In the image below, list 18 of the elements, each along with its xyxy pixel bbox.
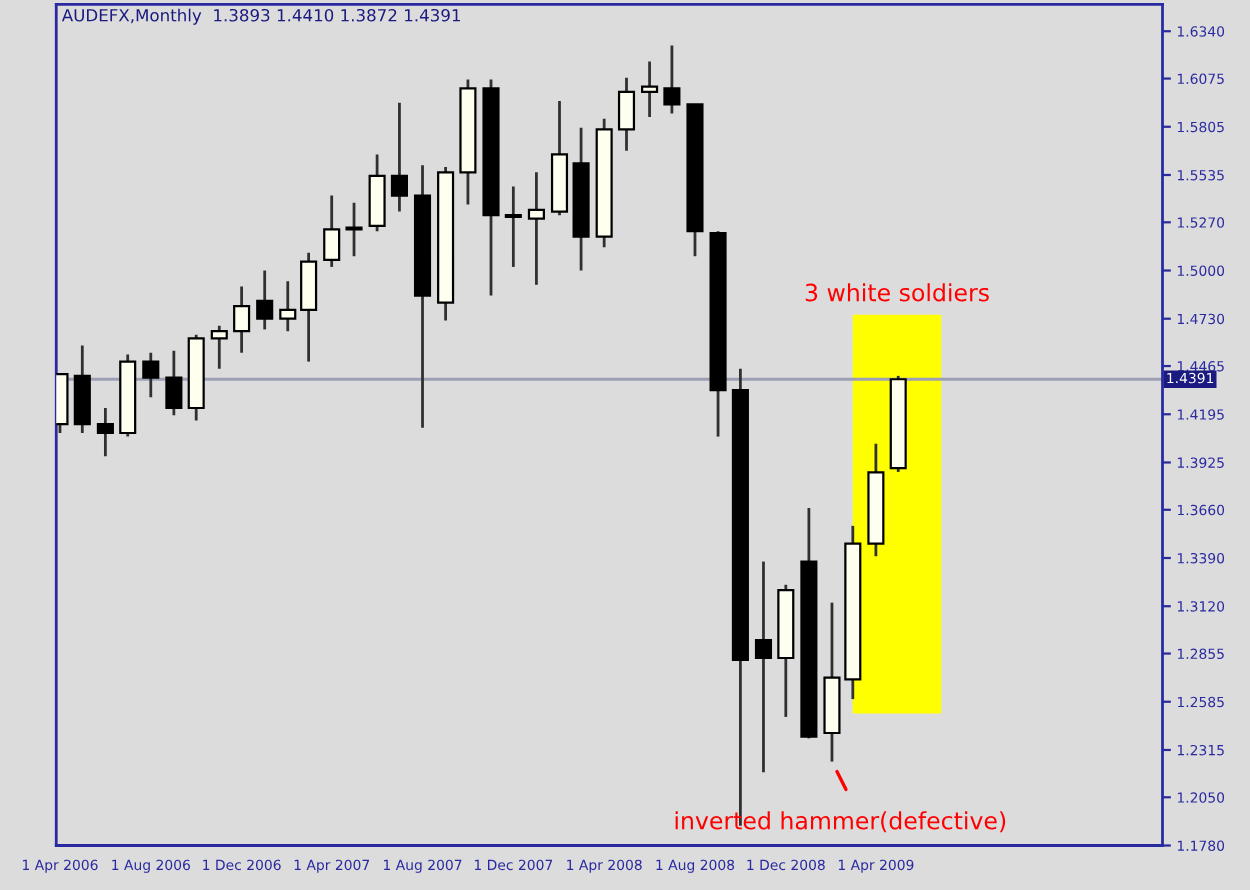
candlestick <box>210 324 228 371</box>
candlestick <box>504 185 522 269</box>
candlestick <box>663 44 681 115</box>
candlestick <box>527 170 545 287</box>
candlestick <box>617 76 636 153</box>
candlestick <box>256 269 274 331</box>
candlestick <box>96 406 114 458</box>
candlestick <box>345 201 363 258</box>
candlestick <box>279 279 297 333</box>
candlestick <box>233 285 251 355</box>
candlestick <box>323 194 341 269</box>
candlestick <box>390 101 408 213</box>
annotation: 3 white soldiers <box>805 283 989 302</box>
candlestick <box>641 60 659 119</box>
chart-title: AUDEFX,Monthly 1.3893 1.4410 1.3872 1.4391 <box>61 8 460 25</box>
candlestick <box>165 349 183 417</box>
candlestick <box>142 351 160 399</box>
candlestick <box>754 560 773 774</box>
